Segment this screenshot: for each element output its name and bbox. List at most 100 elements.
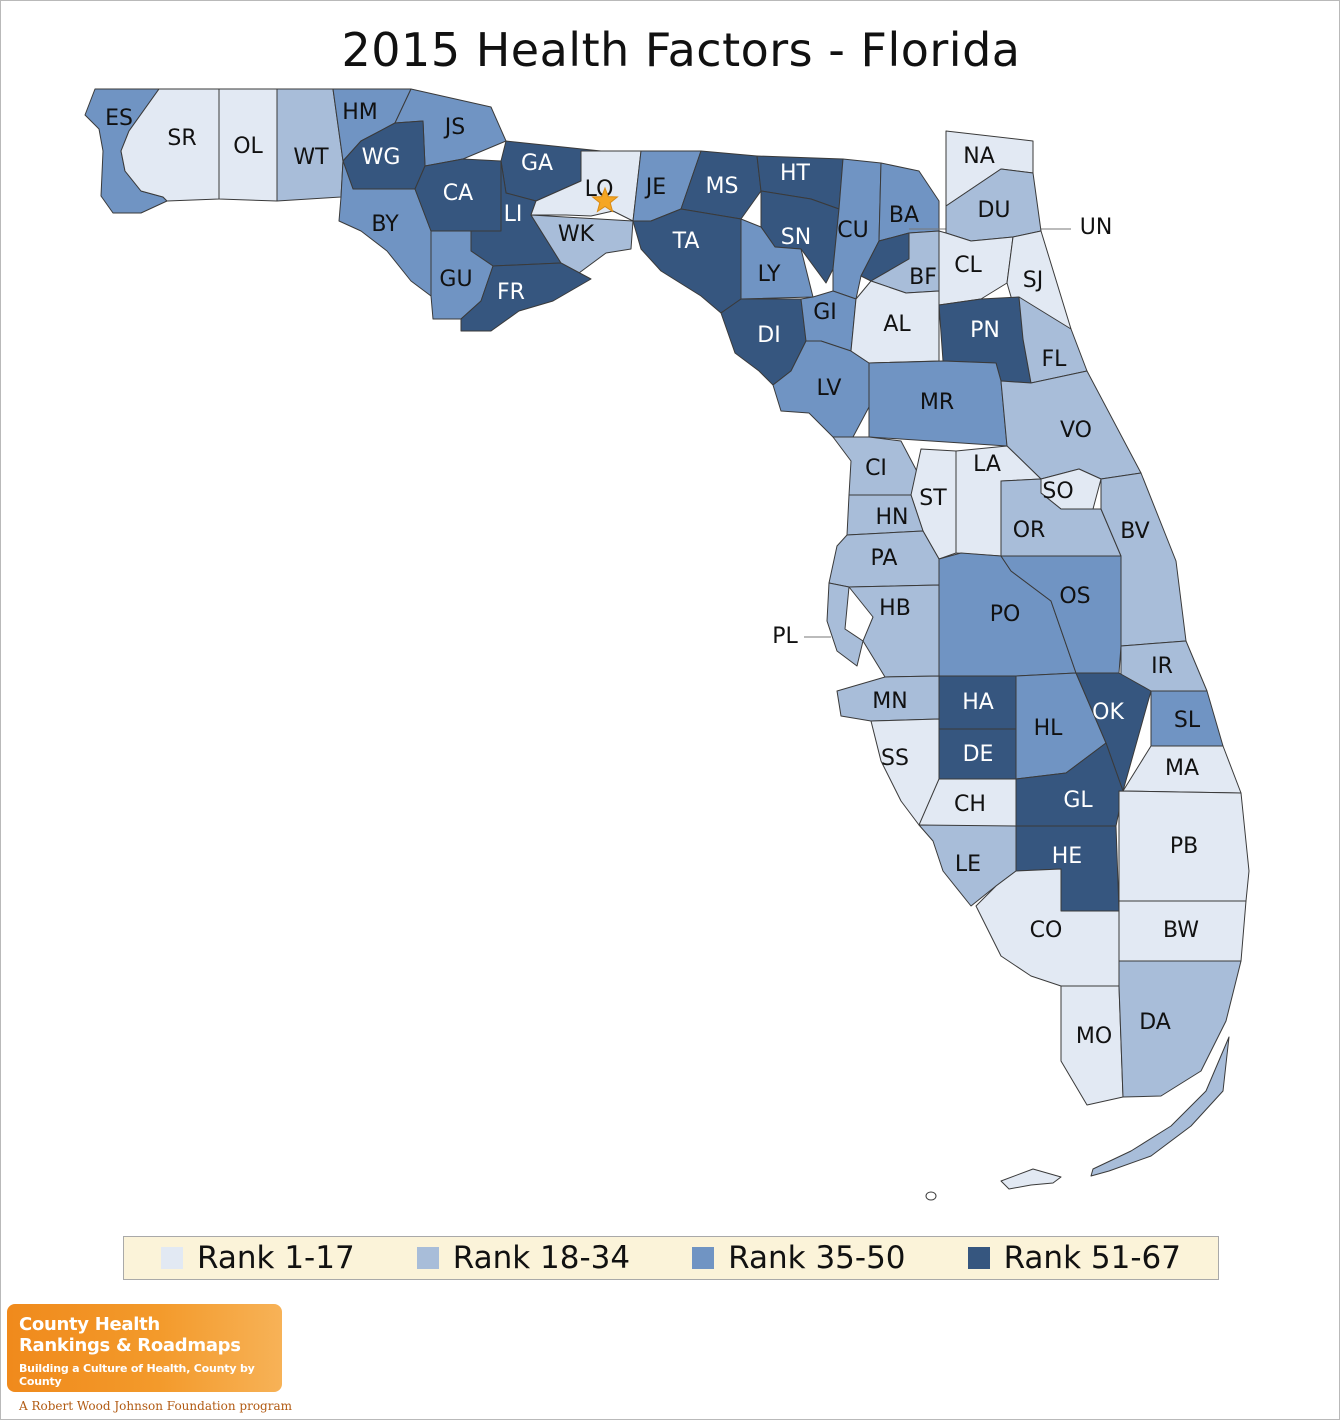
county-label-fl: FL	[1042, 347, 1068, 372]
county-label-ta: TA	[672, 229, 700, 254]
county-label-li: LI	[504, 202, 523, 227]
county-label-da: DA	[1139, 1010, 1171, 1035]
county-label-sr: SR	[167, 126, 196, 151]
legend-swatch	[416, 1247, 439, 1269]
county-da-islands	[1090, 1036, 1230, 1177]
county-label-co: CO	[1030, 918, 1063, 943]
county-label-la: LA	[973, 452, 1001, 477]
county-label-ss: SS	[881, 746, 909, 771]
county-label-ir: IR	[1151, 654, 1173, 679]
county-label-mn: MN	[872, 689, 907, 714]
county-label-ch: CH	[954, 792, 986, 817]
logo-tagline: Building a Culture of Health, County by …	[19, 1362, 255, 1388]
county-label-mo: MO	[1076, 1024, 1112, 1049]
legend-item-rank-1: Rank 1-17	[161, 1240, 355, 1276]
county-label-sl: SL	[1174, 708, 1201, 733]
county-label-pn: PN	[970, 318, 1000, 343]
county-fr[interactable]	[460, 262, 592, 332]
county-label-ha: HA	[962, 690, 994, 715]
county-label-js: JS	[443, 115, 465, 140]
county-label-bv: BV	[1120, 519, 1149, 544]
county-label-na: NA	[963, 144, 995, 169]
county-label-hb: HB	[879, 596, 911, 621]
county-label-bw: BW	[1163, 918, 1199, 943]
legend: Rank 1-17 Rank 18-34 Rank 35-50 Rank 51-67	[123, 1236, 1219, 1280]
county-label-ma: MA	[1165, 756, 1199, 781]
legend-swatch	[692, 1247, 715, 1269]
county-label-ci: CI	[865, 456, 887, 481]
county-label-by: BY	[371, 212, 399, 237]
county-al[interactable]	[850, 280, 940, 364]
legend-label: Rank 18-34	[452, 1240, 631, 1276]
county-label-hn: HN	[876, 505, 909, 530]
county-label-di: DI	[757, 323, 780, 348]
county-mo-islands	[1000, 1168, 1062, 1190]
logo-program-text: A Robert Wood Johnson Foundation program	[19, 1399, 292, 1413]
county-label-sj: SJ	[1023, 268, 1043, 293]
legend-swatch	[161, 1247, 184, 1269]
county-health-rankings-logo[interactable]: County Health Rankings & Roadmaps Buildi…	[7, 1304, 282, 1392]
county-label-pb: PB	[1170, 834, 1198, 859]
legend-label: Rank 1-17	[197, 1240, 355, 1276]
small-island	[925, 1191, 937, 1201]
county-label-vo: VO	[1060, 418, 1092, 443]
county-label-cl: CL	[954, 253, 982, 278]
county-label-du: DU	[977, 198, 1010, 223]
county-by[interactable]	[338, 160, 432, 297]
legend-item-rank-4: Rank 51-67	[967, 1240, 1181, 1276]
legend-item-rank-2: Rank 18-34	[416, 1240, 631, 1276]
legend-item-rank-3: Rank 35-50	[692, 1240, 906, 1276]
county-label-al: AL	[883, 312, 911, 337]
county-mo[interactable]	[1060, 985, 1124, 1106]
logo-title-line2: Rankings & Roadmaps	[19, 1335, 241, 1356]
county-label-bf: BF	[909, 265, 937, 290]
county-label-pa: PA	[871, 546, 898, 571]
legend-swatch	[967, 1247, 990, 1269]
logo-title-line1: County Health	[19, 1314, 160, 1335]
county-label-wk: WK	[558, 222, 595, 247]
county-label-ga: GA	[521, 151, 553, 176]
star-icon	[591, 186, 619, 213]
county-label-wg: WG	[362, 145, 401, 170]
county-label-hl: HL	[1034, 716, 1064, 741]
county-label-mr: MR	[920, 390, 954, 415]
county-label-fr: FR	[497, 280, 525, 305]
county-label-gl: GL	[1063, 788, 1093, 813]
county-label-sn: SN	[781, 225, 811, 250]
county-label-so: SO	[1042, 479, 1073, 504]
legend-label: Rank 35-50	[728, 1240, 906, 1276]
county-ok[interactable]	[1075, 672, 1152, 792]
county-shapes	[84, 88, 1250, 1201]
county-label-ly: LY	[758, 262, 781, 287]
county-label-je: JE	[644, 175, 666, 200]
county-ms[interactable]	[680, 150, 762, 220]
county-pb[interactable]	[1118, 790, 1250, 902]
county-da[interactable]	[1118, 960, 1242, 1098]
legend-label: Rank 51-67	[1003, 1240, 1181, 1276]
county-label-st: ST	[919, 486, 947, 511]
county-label-gu: GU	[439, 267, 472, 292]
county-pl[interactable]	[826, 582, 864, 667]
county-label-wt: WT	[293, 145, 329, 170]
county-label-he: HE	[1052, 844, 1082, 869]
county-label-le: LE	[955, 852, 981, 877]
county-label-gi: GI	[813, 300, 837, 325]
county-ta[interactable]	[632, 208, 742, 314]
county-label-un: UN	[1080, 215, 1113, 240]
county-label-ms: MS	[706, 174, 739, 199]
county-label-pl: PL	[772, 624, 798, 649]
county-label-ol: OL	[233, 134, 263, 159]
county-label-or: OR	[1013, 518, 1046, 543]
county-label-ok: OK	[1092, 700, 1124, 725]
county-label-lv: LV	[817, 376, 842, 401]
county-label-es: ES	[105, 106, 133, 131]
county-label-ht: HT	[780, 161, 811, 186]
county-label-hm: HM	[342, 100, 378, 125]
county-label-ca: CA	[443, 181, 473, 206]
county-label-os: OS	[1059, 584, 1090, 609]
map-title: 2015 Health Factors - Florida	[341, 23, 1021, 77]
county-label-po: PO	[990, 602, 1021, 627]
